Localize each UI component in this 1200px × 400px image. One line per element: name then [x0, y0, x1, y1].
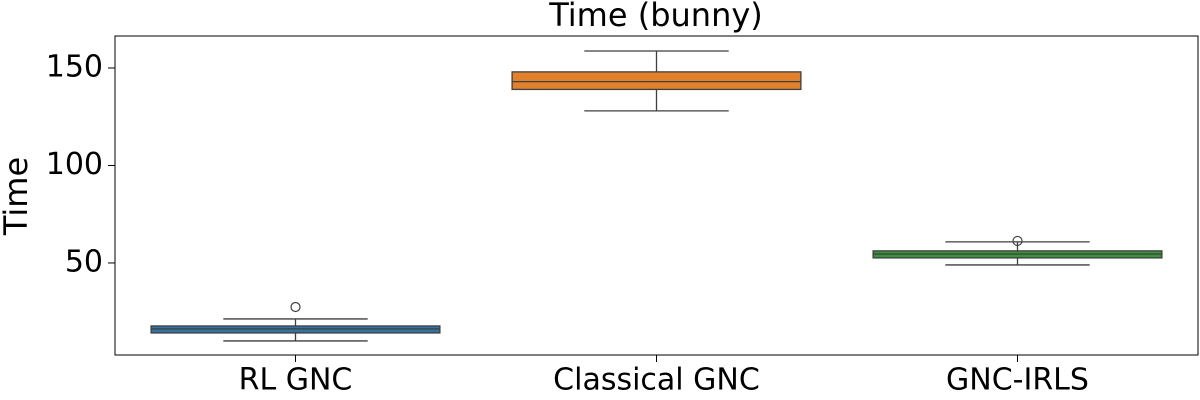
x-tick-label: GNC-IRLS	[946, 363, 1089, 398]
x-tick-label: Classical GNC	[553, 363, 760, 398]
y-axis-label: Time	[0, 157, 35, 236]
y-tick-label: 100	[46, 147, 103, 182]
outlier	[290, 301, 301, 313]
x-tick-label: RL GNC	[239, 363, 353, 398]
box	[511, 71, 802, 91]
y-tick-label: 150	[46, 49, 103, 84]
y-tick-label: 50	[65, 244, 103, 279]
outlier	[1012, 235, 1023, 247]
chart-title: Time (bunny)	[548, 0, 763, 34]
plot-frame	[114, 35, 1199, 356]
